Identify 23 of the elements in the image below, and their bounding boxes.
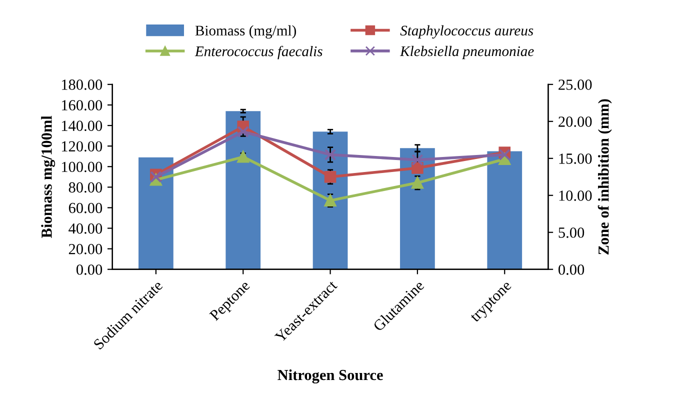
y-tick-label: 0.00 — [76, 264, 102, 275]
legend-label: Biomass (mg/ml) — [195, 25, 296, 39]
legend-label: Enterococcus faecalis — [194, 46, 322, 60]
y-tick-label: 120.00 — [62, 141, 102, 152]
y-axis-title: Biomass mg/100ml — [41, 116, 56, 238]
y-tick-label: 60.00 — [68, 202, 102, 214]
y-tick-label: 160.00 — [62, 100, 102, 110]
y-tick-label: 40.00 — [68, 223, 102, 234]
x-axis-title: Nitrogen Source — [278, 369, 383, 384]
y-tick-label: 20.00 — [68, 244, 102, 254]
y2-tick-label: 25.00 — [558, 80, 592, 90]
y2-tick-label: 10.00 — [559, 190, 592, 201]
legend-label: Klebsiella pneumoniae — [400, 46, 534, 60]
y-tick-label: 140.00 — [62, 120, 102, 132]
y-tick-label: 100.00 — [62, 162, 102, 172]
y2-tick-label: 5.00 — [558, 227, 584, 238]
y-tick-label: 180.00 — [62, 80, 102, 90]
y2-axis-title: Zone of inhibition (mm) — [598, 99, 612, 254]
legend-label: Staphylococcus aureus — [400, 25, 534, 39]
y-tick-label: 80.00 — [68, 182, 102, 193]
y2-tick-label: 0.00 — [558, 264, 584, 275]
y2-tick-label: 15.00 — [559, 154, 592, 164]
y2-tick-label: 20.00 — [558, 116, 592, 127]
